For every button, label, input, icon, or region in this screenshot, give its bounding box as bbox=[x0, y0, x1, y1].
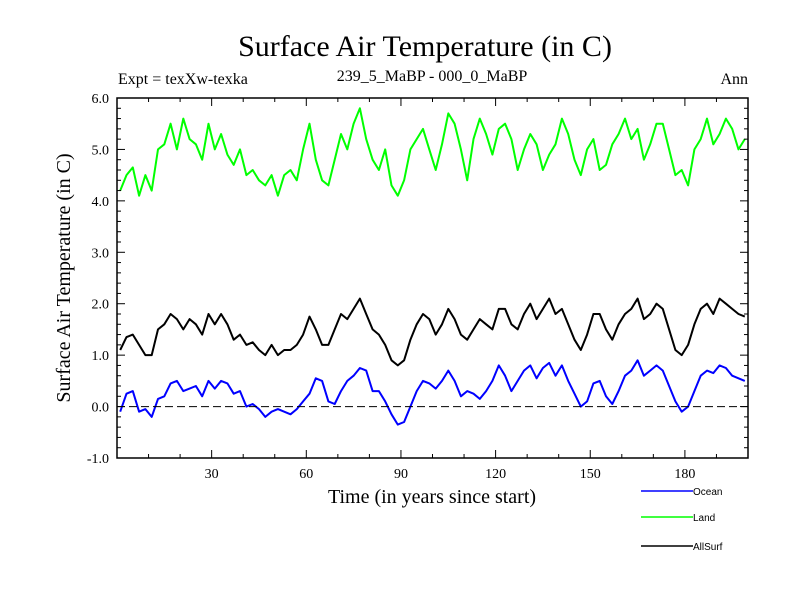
series-line-land bbox=[119, 107, 746, 197]
series-line-ocean bbox=[119, 359, 746, 426]
legend-label-land: Land bbox=[693, 513, 715, 524]
legend-label-ocean: Ocean bbox=[693, 487, 722, 498]
legend: Ocean Land AllSurf bbox=[641, 487, 723, 553]
y-tick-label: 2.0 bbox=[92, 298, 110, 313]
y-tick-label: 4.0 bbox=[92, 195, 110, 210]
y-tick-label: 6.0 bbox=[92, 92, 110, 107]
y-tick-label: 5.0 bbox=[92, 143, 110, 158]
y-tick-label: 1.0 bbox=[92, 349, 110, 364]
x-tick-label: 30 bbox=[205, 467, 219, 482]
plot-area: -1.0 0.0 1.0 2.0 3.0 4.0 5.0 6.0 30 60 90 120 150 18… bbox=[87, 92, 749, 482]
series-line-allsurf bbox=[119, 297, 746, 367]
x-axis: 30 60 90 120 150 180 bbox=[148, 98, 717, 482]
x-tick-label: 180 bbox=[674, 467, 695, 482]
season-label: Ann bbox=[720, 71, 748, 88]
experiment-label: Expt = texXw-texka bbox=[118, 71, 248, 88]
x-tick-label: 120 bbox=[485, 467, 506, 482]
x-tick-label: 60 bbox=[299, 467, 313, 482]
y-tick-label: 3.0 bbox=[92, 246, 110, 261]
y-axis: -1.0 0.0 1.0 2.0 3.0 4.0 5.0 6.0 bbox=[87, 92, 748, 467]
y-axis-label: Surface Air Temperature (in C) bbox=[53, 153, 75, 402]
chart-title: Surface Air Temperature (in C) bbox=[238, 30, 612, 63]
x-axis-label: Time (in years since start) bbox=[328, 486, 536, 508]
legend-label-allsurf: AllSurf bbox=[693, 542, 723, 553]
series-layer bbox=[119, 107, 746, 426]
x-tick-label: 150 bbox=[580, 467, 601, 482]
y-tick-label: -1.0 bbox=[87, 452, 109, 467]
period-label: 239_5_MaBP - 000_0_MaBP bbox=[337, 68, 528, 85]
y-tick-label: 0.0 bbox=[92, 401, 110, 416]
x-tick-label: 90 bbox=[394, 467, 408, 482]
plot-frame bbox=[116, 97, 749, 459]
